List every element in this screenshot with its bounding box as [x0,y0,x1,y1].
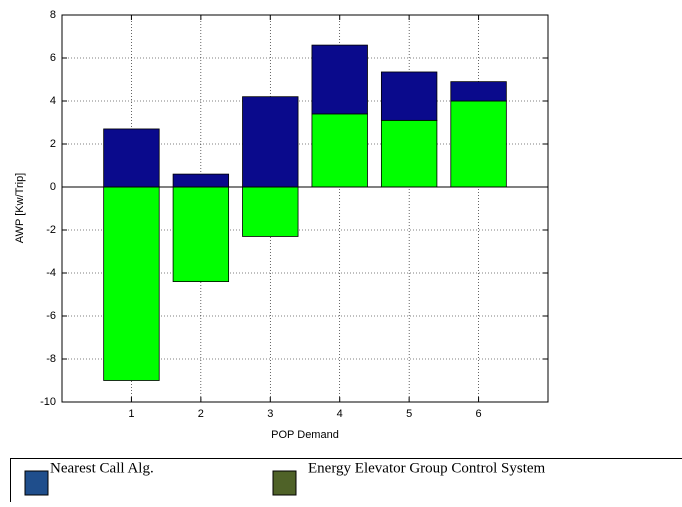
bar [381,120,437,187]
legend-label: Nearest Call Alg. [50,460,154,476]
bar [312,45,368,114]
bar [173,187,229,282]
y-tick-label: -10 [40,396,56,408]
x-tick-label: 4 [337,408,343,420]
y-tick-label: -2 [46,224,56,236]
bar [451,82,507,101]
y-tick-label: -8 [46,353,56,365]
y-tick-label: 8 [50,9,56,21]
y-tick-label: 0 [50,181,56,193]
bar [312,114,368,187]
x-tick-label: 1 [128,408,134,420]
bar [173,174,229,187]
bar [104,129,160,187]
x-tick-label: 3 [267,408,273,420]
y-axis-label: AWP [Kw/Trip] [14,173,26,244]
x-tick-label: 2 [198,408,204,420]
legend-label: Energy Elevator Group Control System [308,460,546,476]
bar [451,101,507,187]
y-tick-label: 2 [50,138,56,150]
bar [243,187,299,236]
legend-swatch [25,471,48,495]
y-tick-label: -4 [46,267,56,279]
y-tick-label: 4 [50,95,56,107]
x-axis-label: POP Demand [271,429,339,441]
bar [381,72,437,120]
bar [104,187,160,381]
y-tick-label: -6 [46,310,56,322]
y-tick-label: 6 [50,52,56,64]
legend-swatch [273,471,296,495]
x-tick-label: 5 [406,408,412,420]
x-tick-label: 6 [476,408,482,420]
bar [243,97,299,187]
